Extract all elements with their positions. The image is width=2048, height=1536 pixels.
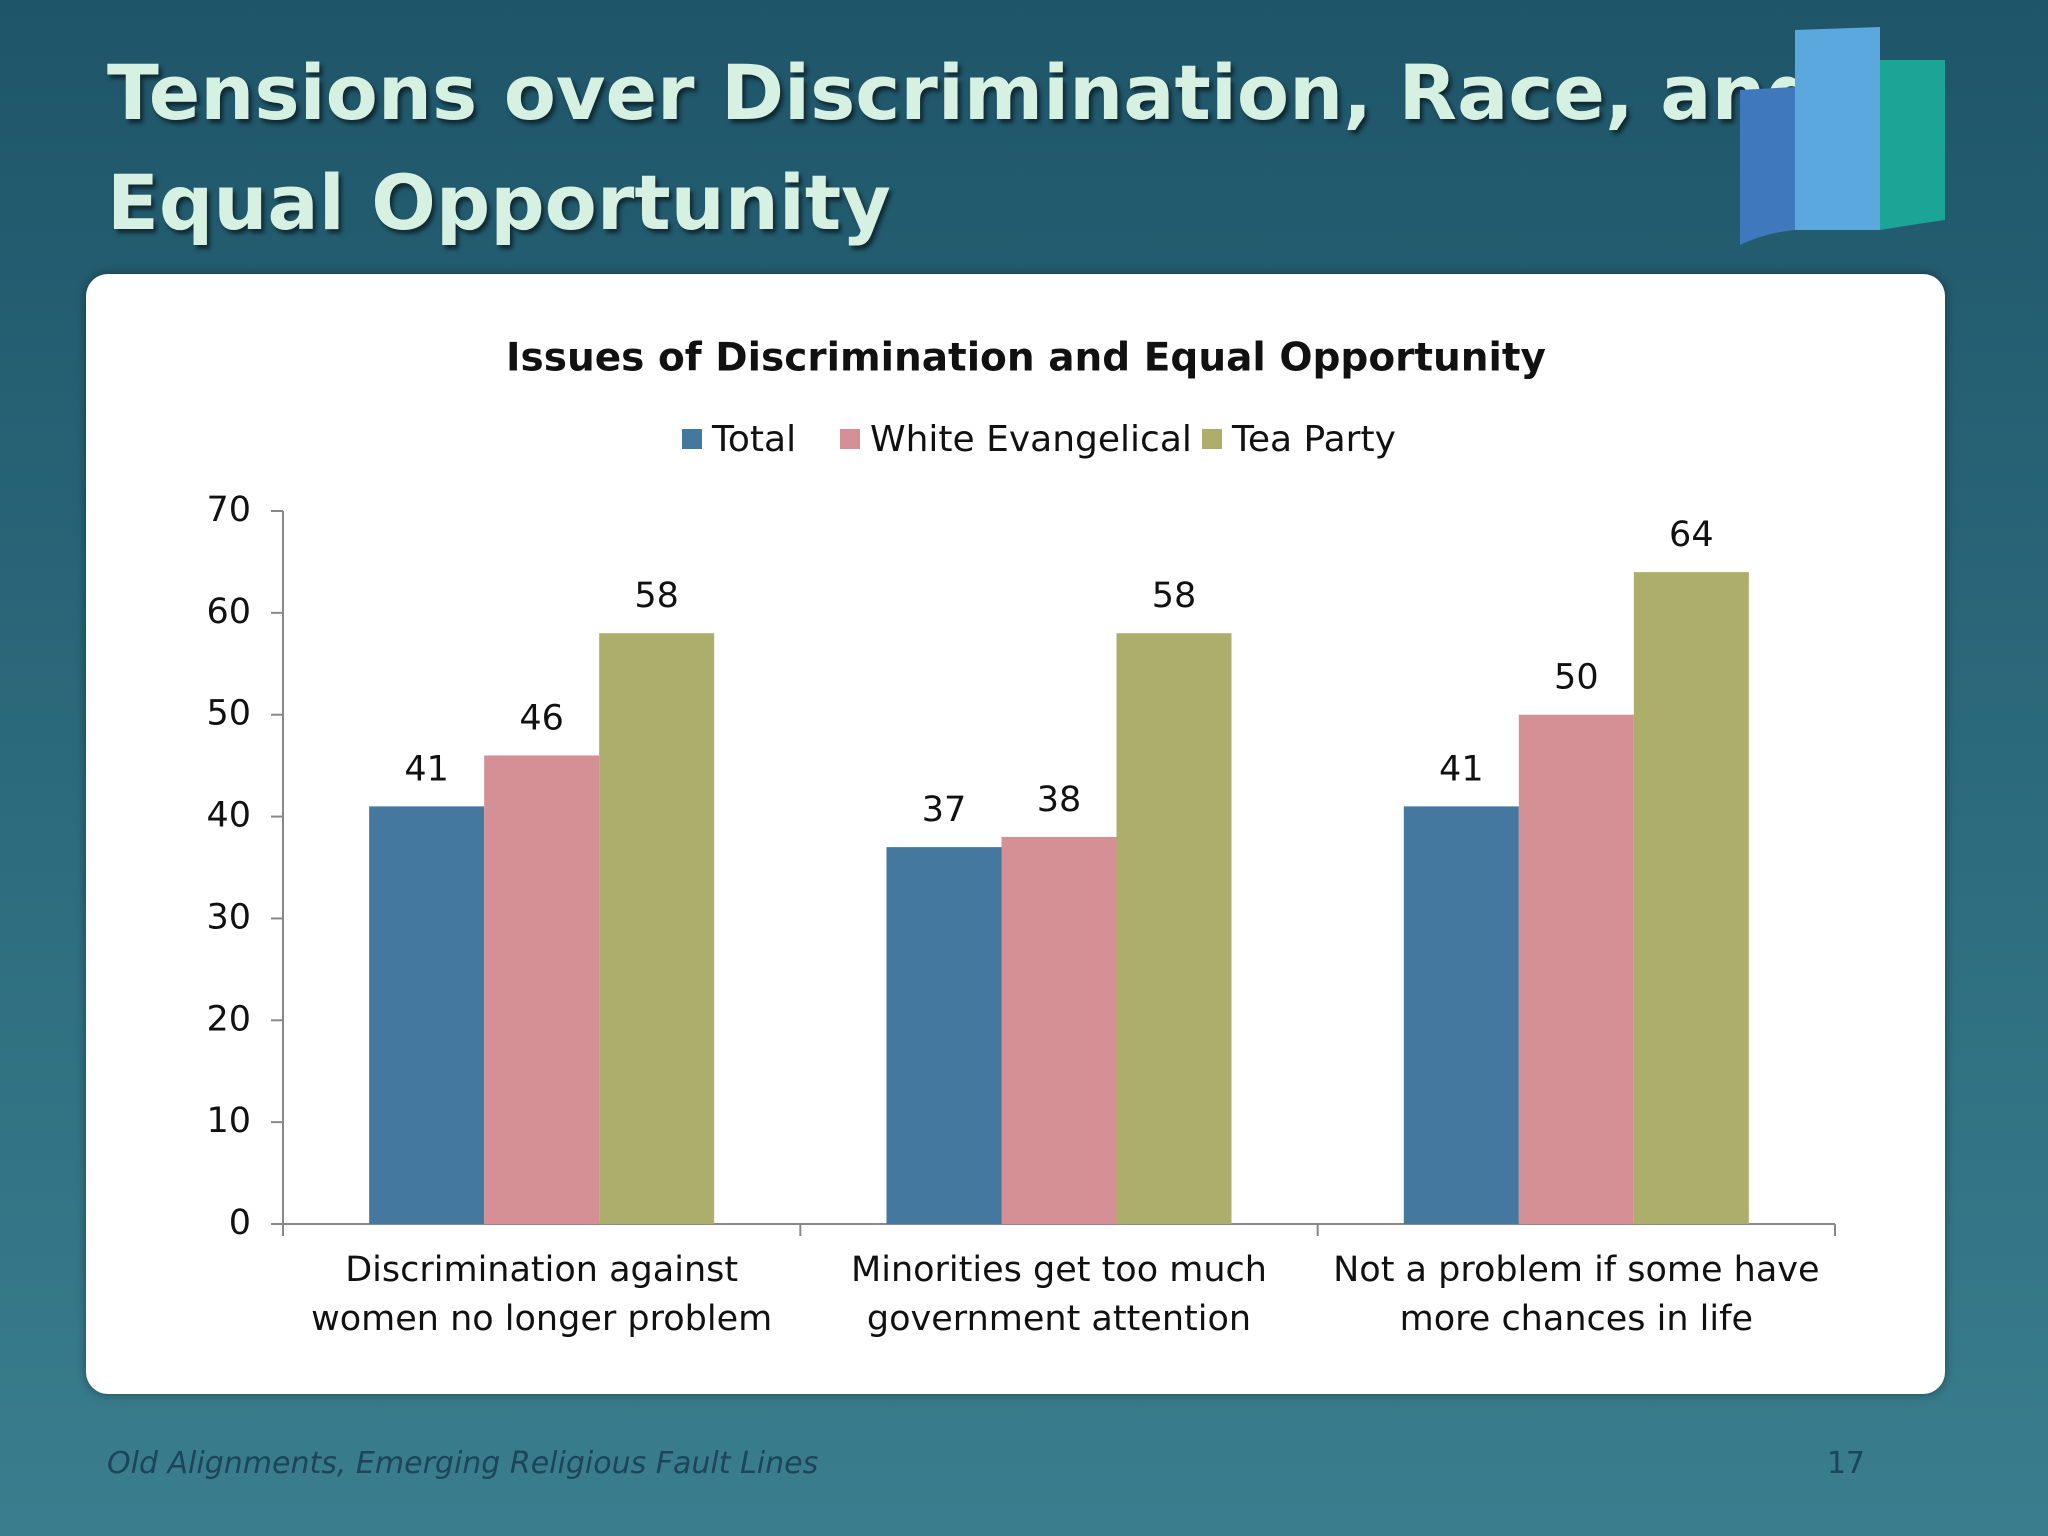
y-tick-label: 0 (229, 1203, 251, 1243)
bar (1116, 633, 1232, 1224)
bar (369, 806, 485, 1224)
y-tick-label: 60 (206, 592, 251, 632)
bar (1403, 806, 1519, 1224)
x-tick-label: Minorities get too much government atten… (851, 1250, 1267, 1339)
y-tick-label: 10 (206, 1101, 251, 1141)
y-tick-label: 20 (206, 999, 251, 1039)
chart-title: Issues of Discrimination and Equal Oppor… (506, 336, 1546, 381)
y-tick-label: 30 (206, 897, 251, 937)
page-number: 17 (1826, 1446, 1865, 1481)
legend-label: White Evangelical (870, 419, 1192, 460)
bar (1001, 836, 1117, 1224)
data-label: 64 (1669, 515, 1714, 555)
data-label: 37 (922, 790, 967, 830)
slide-title: Tensions over Discrimination, Race, and (107, 48, 1821, 137)
legend-swatch (1202, 429, 1222, 449)
logo (1740, 27, 1945, 245)
data-label: 46 (519, 698, 564, 738)
bar (1518, 714, 1634, 1224)
data-label: 41 (1439, 749, 1484, 789)
legend-label: Total (711, 419, 796, 460)
data-label: 41 (404, 749, 449, 789)
legend-label: Tea Party (1231, 419, 1396, 460)
chart: Issues of Discrimination and Equal Oppor… (206, 336, 1836, 1243)
y-tick-label: 40 (206, 796, 251, 836)
x-tick-label: Not a problem if some have more chances … (1333, 1250, 1820, 1339)
legend-swatch (840, 429, 860, 449)
bar (886, 847, 1002, 1224)
chart-panel: Issues of Discrimination and Equal Oppor… (86, 274, 1945, 1394)
y-tick-label: 70 (206, 490, 251, 530)
data-label: 50 (1554, 658, 1599, 698)
legend-swatch (682, 429, 702, 449)
bar (599, 633, 715, 1224)
x-tick-label: Discrimination against women no longer p… (311, 1250, 773, 1339)
data-label: 38 (1037, 780, 1082, 820)
bar (484, 755, 600, 1224)
data-label: 58 (634, 576, 679, 616)
bar (1633, 572, 1749, 1224)
data-label: 58 (1152, 576, 1197, 616)
footer: Old Alignments, Emerging Religious Fault… (107, 1446, 819, 1481)
y-tick-label: 50 (206, 694, 251, 734)
slide-title: Equal Opportunity (107, 158, 891, 247)
